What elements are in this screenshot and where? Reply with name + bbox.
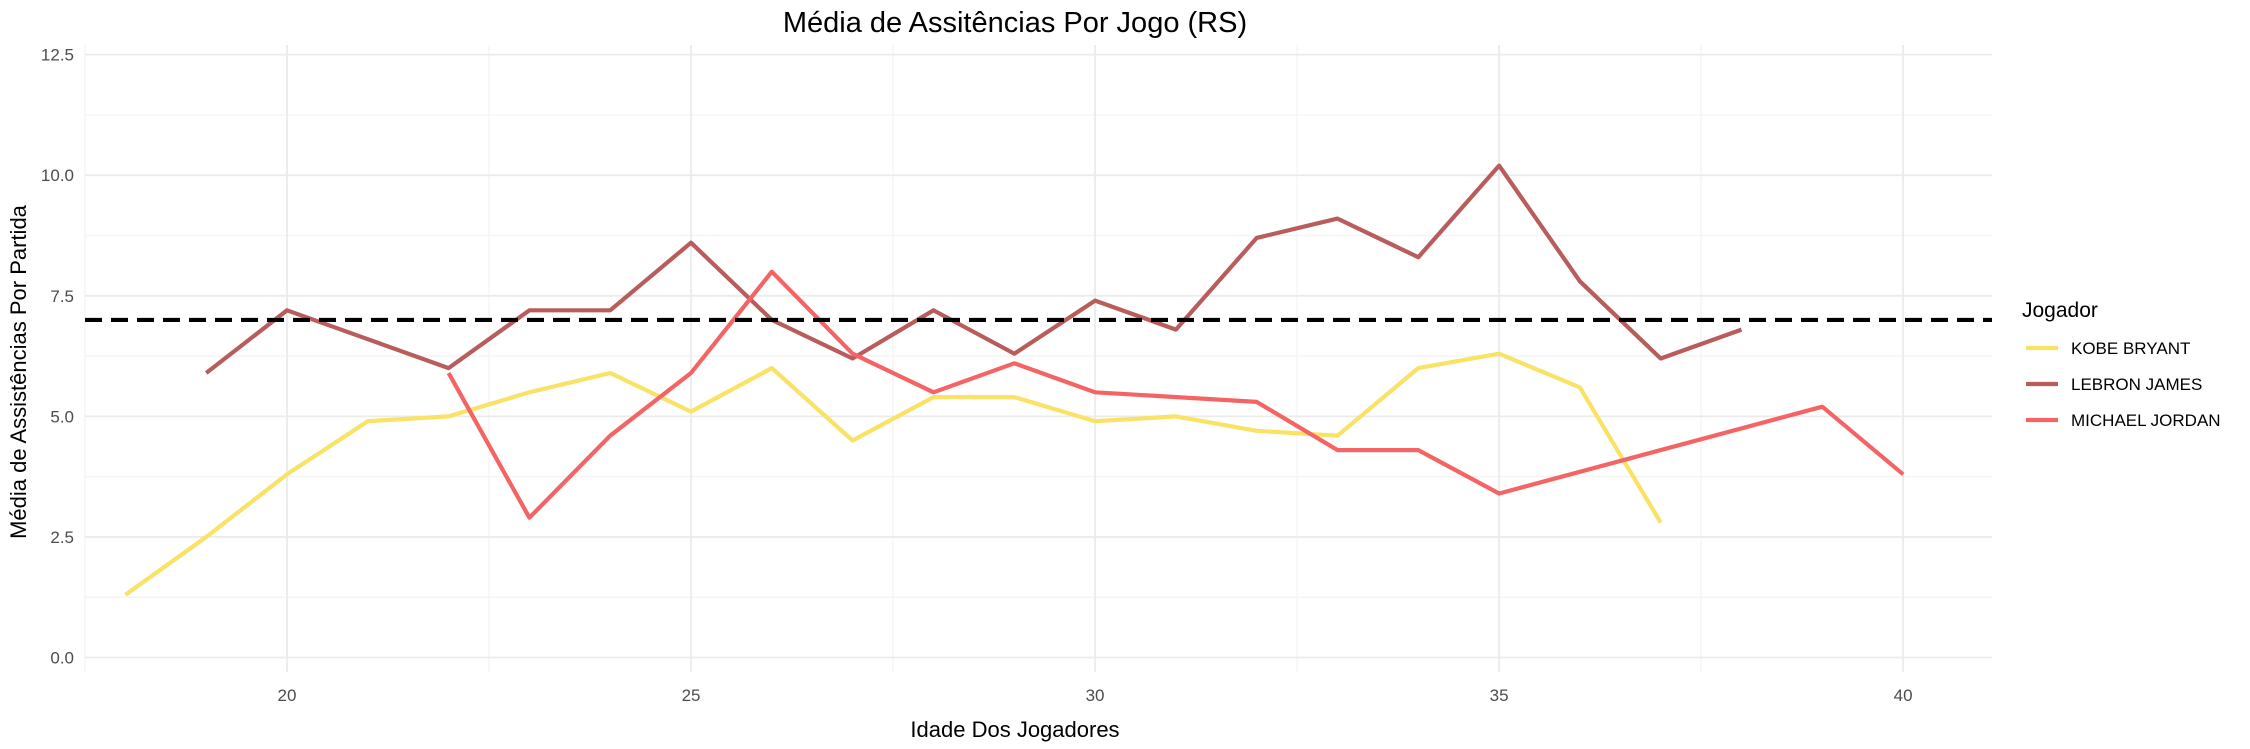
series-layer [124,163,1905,597]
series-line-kobe-bryant [124,351,1663,597]
y-axis-title: Média de Assistências Por Partida [6,204,31,539]
legend-label: LEBRON JAMES [2071,375,2202,394]
legend: Jogador KOBE BRYANT LEBRON JAMES MICHAEL J… [2022,299,2221,430]
legend-title: Jogador [2022,299,2098,322]
y-tick-label: 2.5 [50,528,74,547]
x-tick-label: 30 [1086,686,1105,705]
grid-lines [84,45,1992,672]
series-line-michael-jordan [446,269,1905,520]
x-tick-label: 40 [1894,686,1913,705]
chart-title: Média de Assitências Por Jogo (RS) [783,7,1247,39]
legend-label: MICHAEL JORDAN [2071,411,2221,430]
x-tick-label: 35 [1490,686,1509,705]
x-axis-ticks: 20 25 30 35 40 [278,686,1913,705]
x-tick-label: 25 [682,686,701,705]
y-tick-label: 12.5 [41,46,74,65]
x-tick-label: 20 [278,686,297,705]
legend-label: KOBE BRYANT [2071,339,2190,358]
series-line-lebron-james [204,163,1743,375]
y-tick-label: 5.0 [50,407,74,426]
y-tick-label: 7.5 [50,287,74,306]
y-axis-ticks: 0.0 2.5 5.0 7.5 10.0 12.5 [41,46,74,668]
y-tick-label: 10.0 [41,166,74,185]
x-axis-title: Idade Dos Jogadores [910,717,1119,742]
y-tick-label: 0.0 [50,649,74,668]
